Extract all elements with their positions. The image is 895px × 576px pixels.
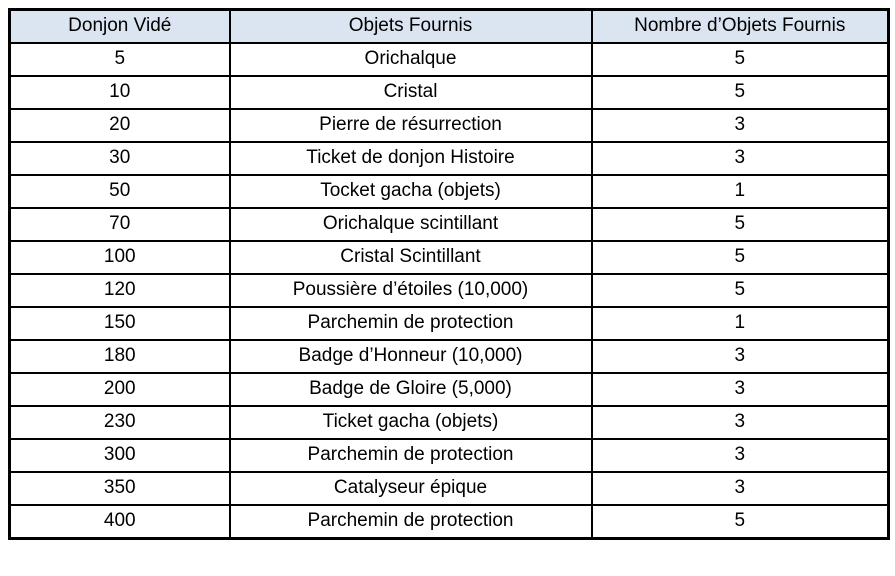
table-row: 230 Ticket gacha (objets) 3 bbox=[8, 405, 890, 440]
column-header-nombre-objets-fournis: Nombre d’Objets Fournis bbox=[590, 8, 890, 44]
table-cell-donjon: 120 bbox=[8, 273, 231, 308]
table-cell-nombre: 3 bbox=[590, 438, 890, 473]
table-header: Donjon Vidé Objets Fournis Nombre d’Obje… bbox=[8, 8, 890, 44]
table-cell-nombre: 5 bbox=[590, 273, 890, 308]
table-cell-nombre: 3 bbox=[590, 471, 890, 506]
table-cell-objet: Cristal Scintillant bbox=[228, 240, 593, 275]
table-cell-donjon: 300 bbox=[8, 438, 231, 473]
table-cell-objet: Orichalque bbox=[228, 42, 593, 77]
table-row: 400 Parchemin de protection 5 bbox=[8, 504, 890, 540]
table-cell-donjon: 70 bbox=[8, 207, 231, 242]
table-cell-nombre: 3 bbox=[590, 141, 890, 176]
table-cell-donjon: 10 bbox=[8, 75, 231, 110]
dungeon-rewards-table: Donjon Vidé Objets Fournis Nombre d’Obje… bbox=[8, 8, 890, 540]
table-cell-objet: Orichalque scintillant bbox=[228, 207, 593, 242]
table-cell-objet: Parchemin de protection bbox=[228, 504, 593, 540]
table-cell-objet: Parchemin de protection bbox=[228, 438, 593, 473]
table-cell-objet: Badge de Gloire (5,000) bbox=[228, 372, 593, 407]
table-cell-objet: Parchemin de protection bbox=[228, 306, 593, 341]
table-cell-donjon: 180 bbox=[8, 339, 231, 374]
table-row: 120 Poussière d’étoiles (10,000) 5 bbox=[8, 273, 890, 308]
table-cell-nombre: 3 bbox=[590, 405, 890, 440]
table-cell-donjon: 230 bbox=[8, 405, 231, 440]
table-row: 70 Orichalque scintillant 5 bbox=[8, 207, 890, 242]
table-cell-nombre: 5 bbox=[590, 75, 890, 110]
table-cell-nombre: 5 bbox=[590, 240, 890, 275]
table-row: 20 Pierre de résurrection 3 bbox=[8, 108, 890, 143]
table-cell-objet: Poussière d’étoiles (10,000) bbox=[228, 273, 593, 308]
table-cell-donjon: 50 bbox=[8, 174, 231, 209]
table-row: 150 Parchemin de protection 1 bbox=[8, 306, 890, 341]
table-cell-nombre: 5 bbox=[590, 504, 890, 540]
table-cell-objet: Cristal bbox=[228, 75, 593, 110]
table-cell-donjon: 20 bbox=[8, 108, 231, 143]
table-header-row: Donjon Vidé Objets Fournis Nombre d’Obje… bbox=[8, 8, 890, 44]
table-cell-nombre: 3 bbox=[590, 339, 890, 374]
table-cell-objet: Ticket de donjon Histoire bbox=[228, 141, 593, 176]
table-cell-objet: Badge d’Honneur (10,000) bbox=[228, 339, 593, 374]
table-cell-objet: Pierre de résurrection bbox=[228, 108, 593, 143]
table-cell-nombre: 5 bbox=[590, 42, 890, 77]
table-cell-donjon: 5 bbox=[8, 42, 231, 77]
table-row: 180 Badge d’Honneur (10,000) 3 bbox=[8, 339, 890, 374]
table-row: 300 Parchemin de protection 3 bbox=[8, 438, 890, 473]
table-cell-nombre: 5 bbox=[590, 207, 890, 242]
table-cell-objet: Ticket gacha (objets) bbox=[228, 405, 593, 440]
table-row: 30 Ticket de donjon Histoire 3 bbox=[8, 141, 890, 176]
table-cell-donjon: 100 bbox=[8, 240, 231, 275]
table-row: 10 Cristal 5 bbox=[8, 75, 890, 110]
table-cell-donjon: 150 bbox=[8, 306, 231, 341]
table-row: 5 Orichalque 5 bbox=[8, 42, 890, 77]
table-row: 200 Badge de Gloire (5,000) 3 bbox=[8, 372, 890, 407]
table-cell-nombre: 1 bbox=[590, 174, 890, 209]
table-cell-objet: Tocket gacha (objets) bbox=[228, 174, 593, 209]
table-cell-objet: Catalyseur épique bbox=[228, 471, 593, 506]
table-body: 5 Orichalque 5 10 Cristal 5 20 Pierre de résurr… bbox=[8, 42, 890, 540]
table-cell-nombre: 3 bbox=[590, 372, 890, 407]
table-cell-donjon: 350 bbox=[8, 471, 231, 506]
column-header-donjon-vide: Donjon Vidé bbox=[8, 8, 231, 44]
table-cell-donjon: 400 bbox=[8, 504, 231, 540]
table-cell-nombre: 1 bbox=[590, 306, 890, 341]
table-cell-donjon: 200 bbox=[8, 372, 231, 407]
table-row: 50 Tocket gacha (objets) 1 bbox=[8, 174, 890, 209]
table-cell-nombre: 3 bbox=[590, 108, 890, 143]
table-row: 100 Cristal Scintillant 5 bbox=[8, 240, 890, 275]
table-row: 350 Catalyseur épique 3 bbox=[8, 471, 890, 506]
table-cell-donjon: 30 bbox=[8, 141, 231, 176]
dungeon-rewards-table-container: Donjon Vidé Objets Fournis Nombre d’Obje… bbox=[8, 8, 890, 540]
column-header-objets-fournis: Objets Fournis bbox=[228, 8, 593, 44]
